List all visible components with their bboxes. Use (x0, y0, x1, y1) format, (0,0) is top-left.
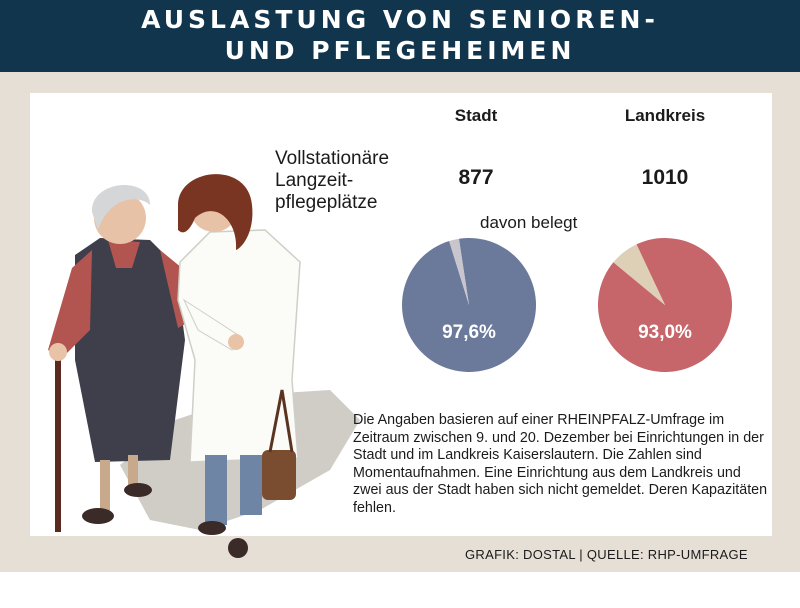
caregiver-leg-left (205, 455, 227, 525)
row-label: Vollstationäre Langzeit-pflegeplätze (275, 148, 390, 213)
elder-hair (91, 185, 150, 230)
value-landkreis: 1010 (641, 166, 689, 189)
handbag-strap (268, 389, 294, 453)
title-line-2: UND PFLEGEHEIMEN (224, 36, 576, 65)
footnote: Die Angaben basieren auf einer RHEINPFAL… (353, 412, 768, 516)
title-bar (0, 0, 800, 72)
caregiver-shoe-right (228, 538, 248, 558)
elder-dress (75, 238, 185, 462)
value-stadt: 877 (458, 166, 494, 189)
credit-line: GRAFIK: DOSTAL | QUELLE: RHP-UMFRAGE (465, 547, 748, 562)
elder-shoe-left (82, 508, 114, 524)
subtitle-davon-belegt: davon belegt (480, 213, 578, 232)
pie-label-stadt: 97,6% (442, 322, 496, 343)
column-header-landkreis: Landkreis (624, 106, 706, 125)
caregiver-hair (178, 174, 253, 250)
caregiver-leg-right (240, 455, 262, 515)
pie-slice-landkreis-frei (613, 244, 665, 305)
elder-collar (108, 240, 140, 268)
elder-leg-right (128, 455, 138, 487)
column-header-stadt: Stadt (454, 106, 498, 125)
handbag (262, 450, 296, 500)
footer-strip (0, 572, 800, 608)
pie-label-landkreis: 93,0% (638, 322, 692, 343)
pie-slice-stadt-belegt (402, 237, 536, 372)
pie-slice-stadt-frei (449, 238, 469, 305)
elder-hand (49, 343, 67, 361)
caregiver-shoe-left (198, 521, 226, 535)
page-title: AUSLASTUNG VON SENIOREN- UND PFLEGEHEIME… (0, 4, 800, 66)
caregiver-hand (228, 334, 244, 350)
elder-sleeve-left (48, 250, 92, 358)
cane (55, 352, 61, 532)
pie-slice-landkreis-belegt (598, 237, 732, 372)
title-line-1: AUSLASTUNG VON SENIOREN- (141, 5, 659, 34)
elder-shoe-right (124, 483, 152, 497)
elder-leg-left (100, 460, 110, 512)
